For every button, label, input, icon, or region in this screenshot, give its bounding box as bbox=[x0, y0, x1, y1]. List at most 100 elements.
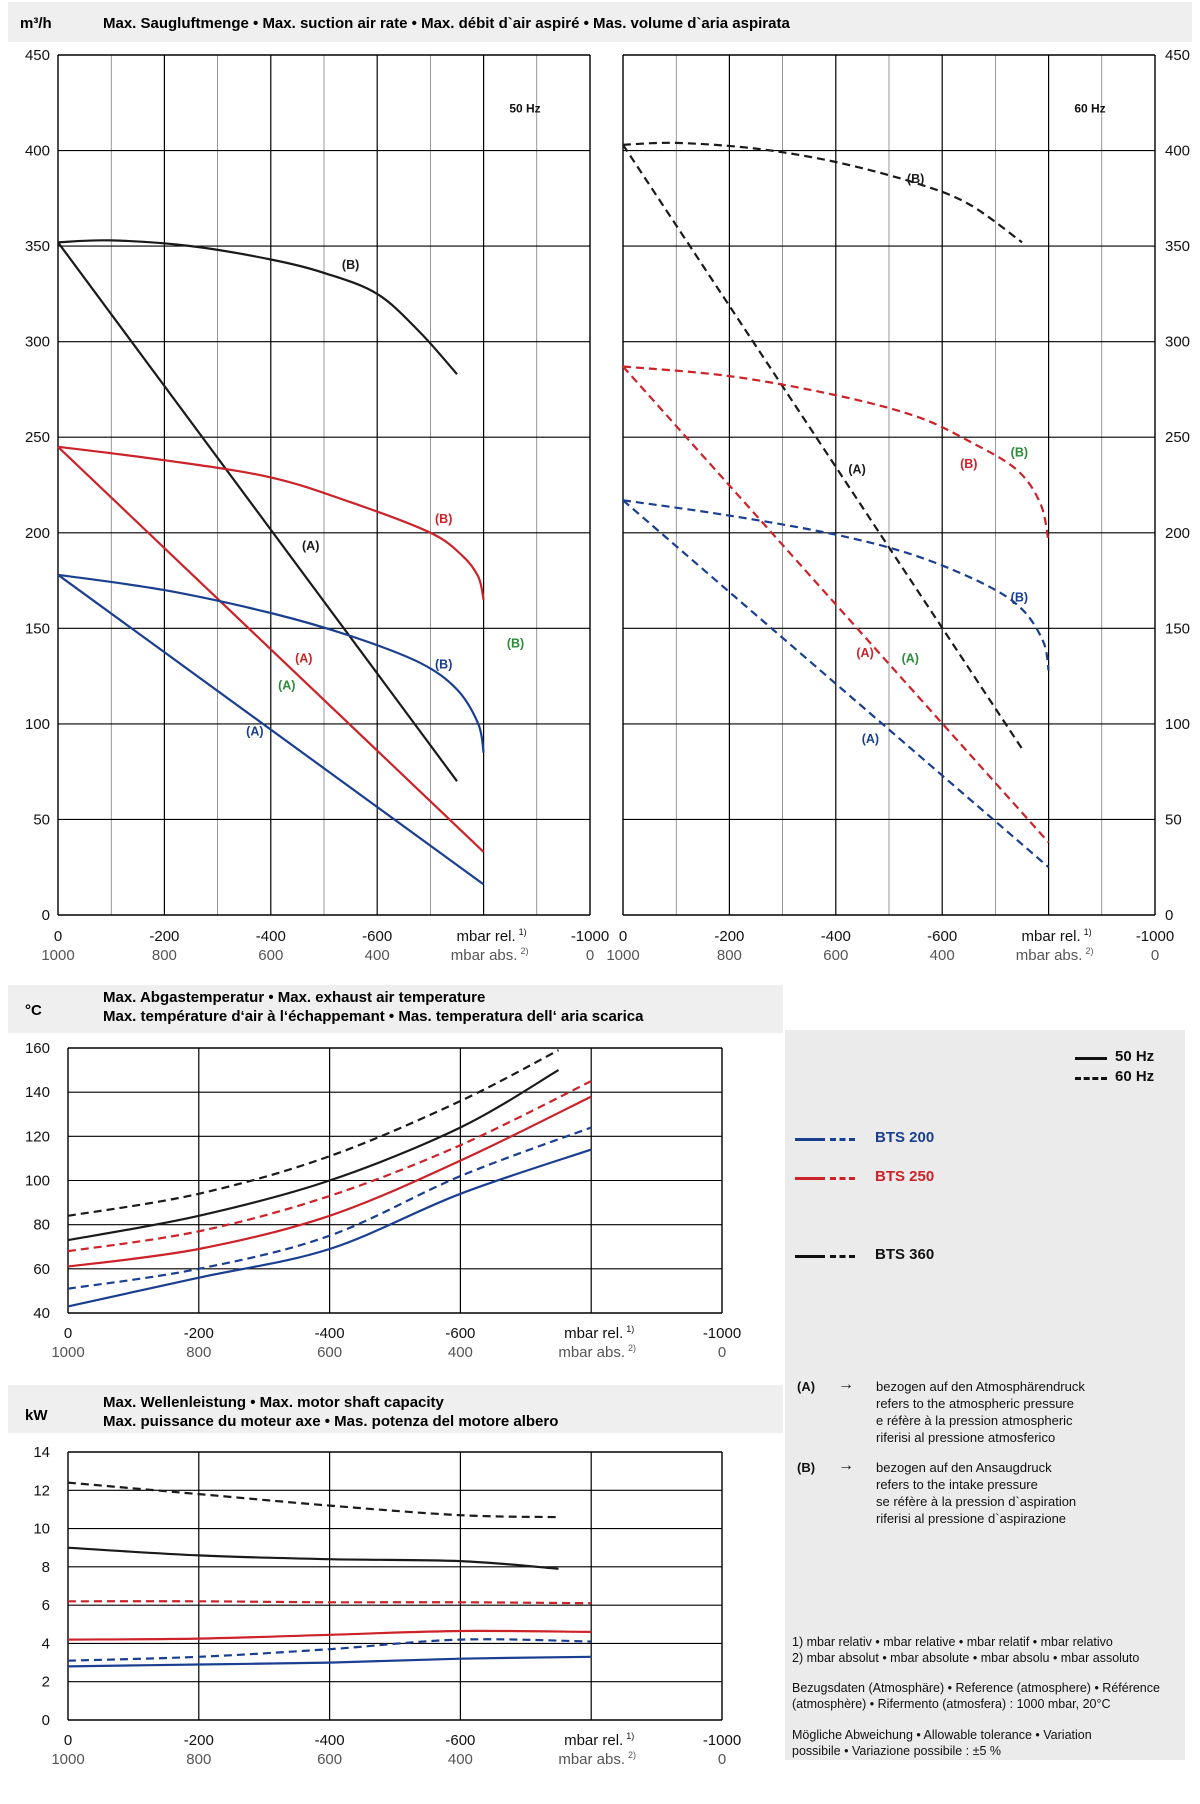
footnote-1-marker: 1) bbox=[519, 927, 527, 937]
reference-data-line1: Bezugsdaten (Atmosphäre) • Reference (at… bbox=[792, 1681, 1160, 1695]
x-tick-label-absolute: 600 bbox=[823, 947, 848, 964]
power-title-line1: Max. Wellenleistung • Max. motor shaft c… bbox=[103, 1394, 445, 1411]
legend-a-arrow-icon: → bbox=[838, 1376, 854, 1393]
y-tick-label: 350 bbox=[1165, 238, 1190, 255]
bts-200-60-hz-series-line bbox=[67, 1638, 592, 1662]
curve-label: (B) bbox=[907, 172, 924, 186]
legend-b-arrow-icon: → bbox=[838, 1457, 854, 1474]
x-tick-label-relative: -1000 bbox=[1136, 928, 1174, 945]
x-tick-label-relative: -1000 bbox=[703, 1325, 741, 1342]
x-tick-label-absolute: 800 bbox=[186, 1344, 211, 1361]
footnote-2-marker: 2) bbox=[1085, 946, 1093, 956]
x-axis-label-absolute: mbar abs. 2) bbox=[451, 946, 529, 964]
bts-250-a-series-line bbox=[622, 365, 1050, 844]
legend-a-desc-2: refers to the atmospheric pressure bbox=[876, 1396, 1074, 1411]
footnote-2-marker: 2) bbox=[628, 1750, 636, 1760]
legend-50hz-solid-swatch bbox=[1075, 1057, 1107, 1060]
y-tick-label: 8 bbox=[42, 1559, 50, 1576]
bts-360-60-hz-series-line bbox=[67, 1481, 559, 1519]
y-tick-label: 50 bbox=[33, 811, 50, 828]
legend-bts250-label: BTS 250 bbox=[875, 1168, 935, 1185]
legend-a-desc-3: e réfère à la pression atmospheric bbox=[876, 1413, 1073, 1428]
y-tick-label: 150 bbox=[25, 620, 50, 637]
y-tick-label: 450 bbox=[1165, 47, 1190, 64]
x-axis-label-absolute: mbar abs. 2) bbox=[558, 1750, 636, 1768]
x-tick-label-absolute: 800 bbox=[717, 947, 742, 964]
legend-b-desc-4: riferisi al pressione d`aspirazione bbox=[876, 1511, 1067, 1526]
x-tick-label-absolute: 800 bbox=[152, 947, 177, 964]
y-tick-label: 100 bbox=[25, 716, 50, 733]
footnote-2-marker: 2) bbox=[628, 1343, 636, 1353]
x-axis-label-relative: mbar rel. 1) bbox=[564, 1731, 634, 1749]
x-axis-label-relative: mbar rel. 1) bbox=[564, 1324, 634, 1342]
curve-label: (A) bbox=[246, 724, 263, 738]
y-tick-label: 0 bbox=[42, 1712, 50, 1729]
y-tick-label: 0 bbox=[1165, 907, 1173, 924]
legend-a-desc-4: riferisi al pressione atmosferico bbox=[876, 1430, 1056, 1445]
legend-b-desc-3: se réfère à la pression d`aspiration bbox=[876, 1494, 1077, 1509]
x-tick-label-absolute: 400 bbox=[448, 1751, 473, 1768]
curve-label: (A) bbox=[862, 732, 879, 746]
legend-a-desc-1: bezogen auf den Atmosphärendruck bbox=[876, 1379, 1085, 1394]
bts-200-a-series-line bbox=[622, 499, 1050, 869]
x-tick-label-relative: -600 bbox=[927, 928, 957, 945]
legend-bts360-label: BTS 360 bbox=[875, 1246, 935, 1263]
x-tick-label-relative: -1000 bbox=[571, 928, 609, 945]
x-tick-label-absolute: 600 bbox=[317, 1751, 342, 1768]
x-tick-label-relative: -400 bbox=[315, 1325, 345, 1342]
x-tick-label-absolute: 400 bbox=[448, 1344, 473, 1361]
frequency-label: 50 Hz bbox=[509, 101, 540, 115]
curve-label: (B) bbox=[1011, 445, 1028, 459]
legend-bts200-solid-swatch bbox=[795, 1138, 825, 1141]
footnote-2-marker: 2) bbox=[520, 946, 528, 956]
y-tick-label: 400 bbox=[25, 143, 50, 160]
bts-250-60-hz-series-line bbox=[67, 1600, 592, 1605]
legend-b-desc-2: refers to the intake pressure bbox=[876, 1477, 1038, 1492]
x-tick-label-absolute: 1000 bbox=[51, 1751, 84, 1768]
y-tick-label: 0 bbox=[42, 907, 50, 924]
y-tick-label: 10 bbox=[33, 1521, 50, 1538]
curve-label: (B) bbox=[435, 657, 452, 671]
shaft-power-chart: 0 2 4 6 8 10 12 14 0 1000 -200 800 -400 600 -600 400 -10… bbox=[33, 1444, 741, 1768]
y-tick-label: 40 bbox=[33, 1305, 50, 1322]
y-tick-label: 50 bbox=[1165, 811, 1182, 828]
reference-data-line2: (atmosphère) • Rifermento (atmosfera) : … bbox=[792, 1697, 1111, 1711]
legend-bts200-dash-swatch bbox=[830, 1138, 855, 1141]
legend-bts200-label: BTS 200 bbox=[875, 1129, 935, 1146]
y-tick-label: 60 bbox=[33, 1261, 50, 1278]
y-tick-label: 140 bbox=[25, 1084, 50, 1101]
x-tick-label-absolute: 0 bbox=[718, 1344, 726, 1361]
x-tick-label-relative: 0 bbox=[619, 928, 627, 945]
bts-360-50-hz-series-line bbox=[67, 1069, 560, 1242]
power-unit-label: kW bbox=[25, 1407, 48, 1424]
y-tick-label: 120 bbox=[25, 1128, 50, 1145]
exhaust-temperature-chart: 40 60 80 100 120 140 160 0 1000 -200 800 -400 600 -60… bbox=[25, 1040, 741, 1361]
bts-200-60-hz-series-line bbox=[67, 1126, 592, 1290]
curve-label: (B) bbox=[342, 258, 359, 272]
y-tick-label: 12 bbox=[33, 1482, 50, 1499]
y-tick-label: 100 bbox=[25, 1173, 50, 1190]
bts-360-b-series-line bbox=[57, 239, 458, 375]
curve-label: (B) bbox=[960, 457, 977, 471]
y-tick-label: 250 bbox=[1165, 429, 1190, 446]
x-tick-label-relative: -600 bbox=[445, 1325, 475, 1342]
x-tick-label-absolute: 1000 bbox=[606, 947, 639, 964]
flow-chart-60hz: 0 50 100 150 200 250 300 350 400 450 0 1000 -200 800 -… bbox=[606, 47, 1190, 964]
bts-200-b-series-line bbox=[622, 499, 1050, 671]
bts-360-60-hz-series-line bbox=[67, 1049, 560, 1217]
x-tick-label-relative: -200 bbox=[184, 1325, 214, 1342]
flow-chart-50hz: 0 50 100 150 200 250 300 350 400 450 0 1000 -200 800 -… bbox=[25, 47, 609, 964]
y-tick-label: 14 bbox=[33, 1444, 50, 1461]
x-tick-label-relative: 0 bbox=[54, 928, 62, 945]
y-tick-label: 200 bbox=[25, 525, 50, 542]
x-tick-label-absolute: 1000 bbox=[51, 1344, 84, 1361]
legend-60hz-label: 60 Hz bbox=[1115, 1068, 1155, 1085]
x-tick-label-absolute: 400 bbox=[930, 947, 955, 964]
x-tick-label-relative: -400 bbox=[256, 928, 286, 945]
x-tick-label-relative: -200 bbox=[149, 928, 179, 945]
x-tick-label-relative: -1000 bbox=[703, 1732, 741, 1749]
footnote-1-marker: 1) bbox=[626, 1731, 634, 1741]
y-tick-label: 350 bbox=[25, 238, 50, 255]
